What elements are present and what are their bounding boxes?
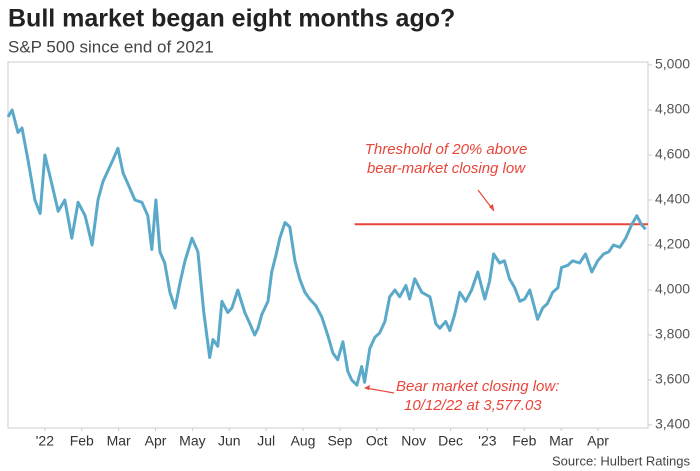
x-tick-label: Feb (512, 433, 536, 449)
y-tick-label: 3,800 (655, 326, 690, 342)
low-label: 10/12/22 at 3,577.03 (404, 397, 542, 414)
x-tick-label: Apr (587, 433, 609, 449)
x-tick-label: Dec (438, 433, 463, 449)
y-tick-label: 4,400 (655, 191, 690, 207)
x-tick-label: Feb (70, 433, 94, 449)
x-tick-label: Apr (145, 433, 167, 449)
threshold-label: Threshold of 20% above (365, 141, 528, 158)
chart-title: Bull market began eight months ago? (8, 5, 455, 33)
x-tick-label: Sep (327, 433, 352, 449)
y-tick-label: 3,600 (655, 371, 690, 387)
y-tick-label: 4,800 (655, 101, 690, 117)
x-tick-label: Mar (549, 433, 573, 449)
x-tick-label: May (179, 433, 205, 449)
arrow (365, 387, 395, 394)
y-tick-label: 3,400 (655, 416, 690, 432)
low-label: Bear market closing low: (396, 378, 559, 395)
x-tick-label: '22 (36, 433, 54, 449)
y-tick-label: 4,200 (655, 236, 690, 252)
x-tick-label: Mar (107, 433, 131, 449)
line (6, 108, 647, 387)
y-tick-label: 4,600 (655, 146, 690, 162)
arrowhead (364, 385, 370, 390)
x-tick-label: Aug (291, 433, 316, 449)
chart-subtitle: S&P 500 since end of 2021 (8, 37, 214, 56)
plot-frame (7, 61, 649, 429)
y-tick-label: 4,000 (655, 281, 690, 297)
x-tick-label: '23 (478, 433, 496, 449)
source: Source: Hulbert Ratings (552, 453, 691, 468)
x-tick-label: Nov (401, 433, 426, 449)
x-tick-label: Jul (257, 433, 275, 449)
arrowhead (489, 204, 494, 211)
x-tick-label: Jun (218, 433, 241, 449)
x-tick-label: Oct (366, 433, 388, 449)
y-tick-label: 5,000 (655, 56, 690, 72)
threshold-label: bear-market closing low (367, 160, 526, 177)
